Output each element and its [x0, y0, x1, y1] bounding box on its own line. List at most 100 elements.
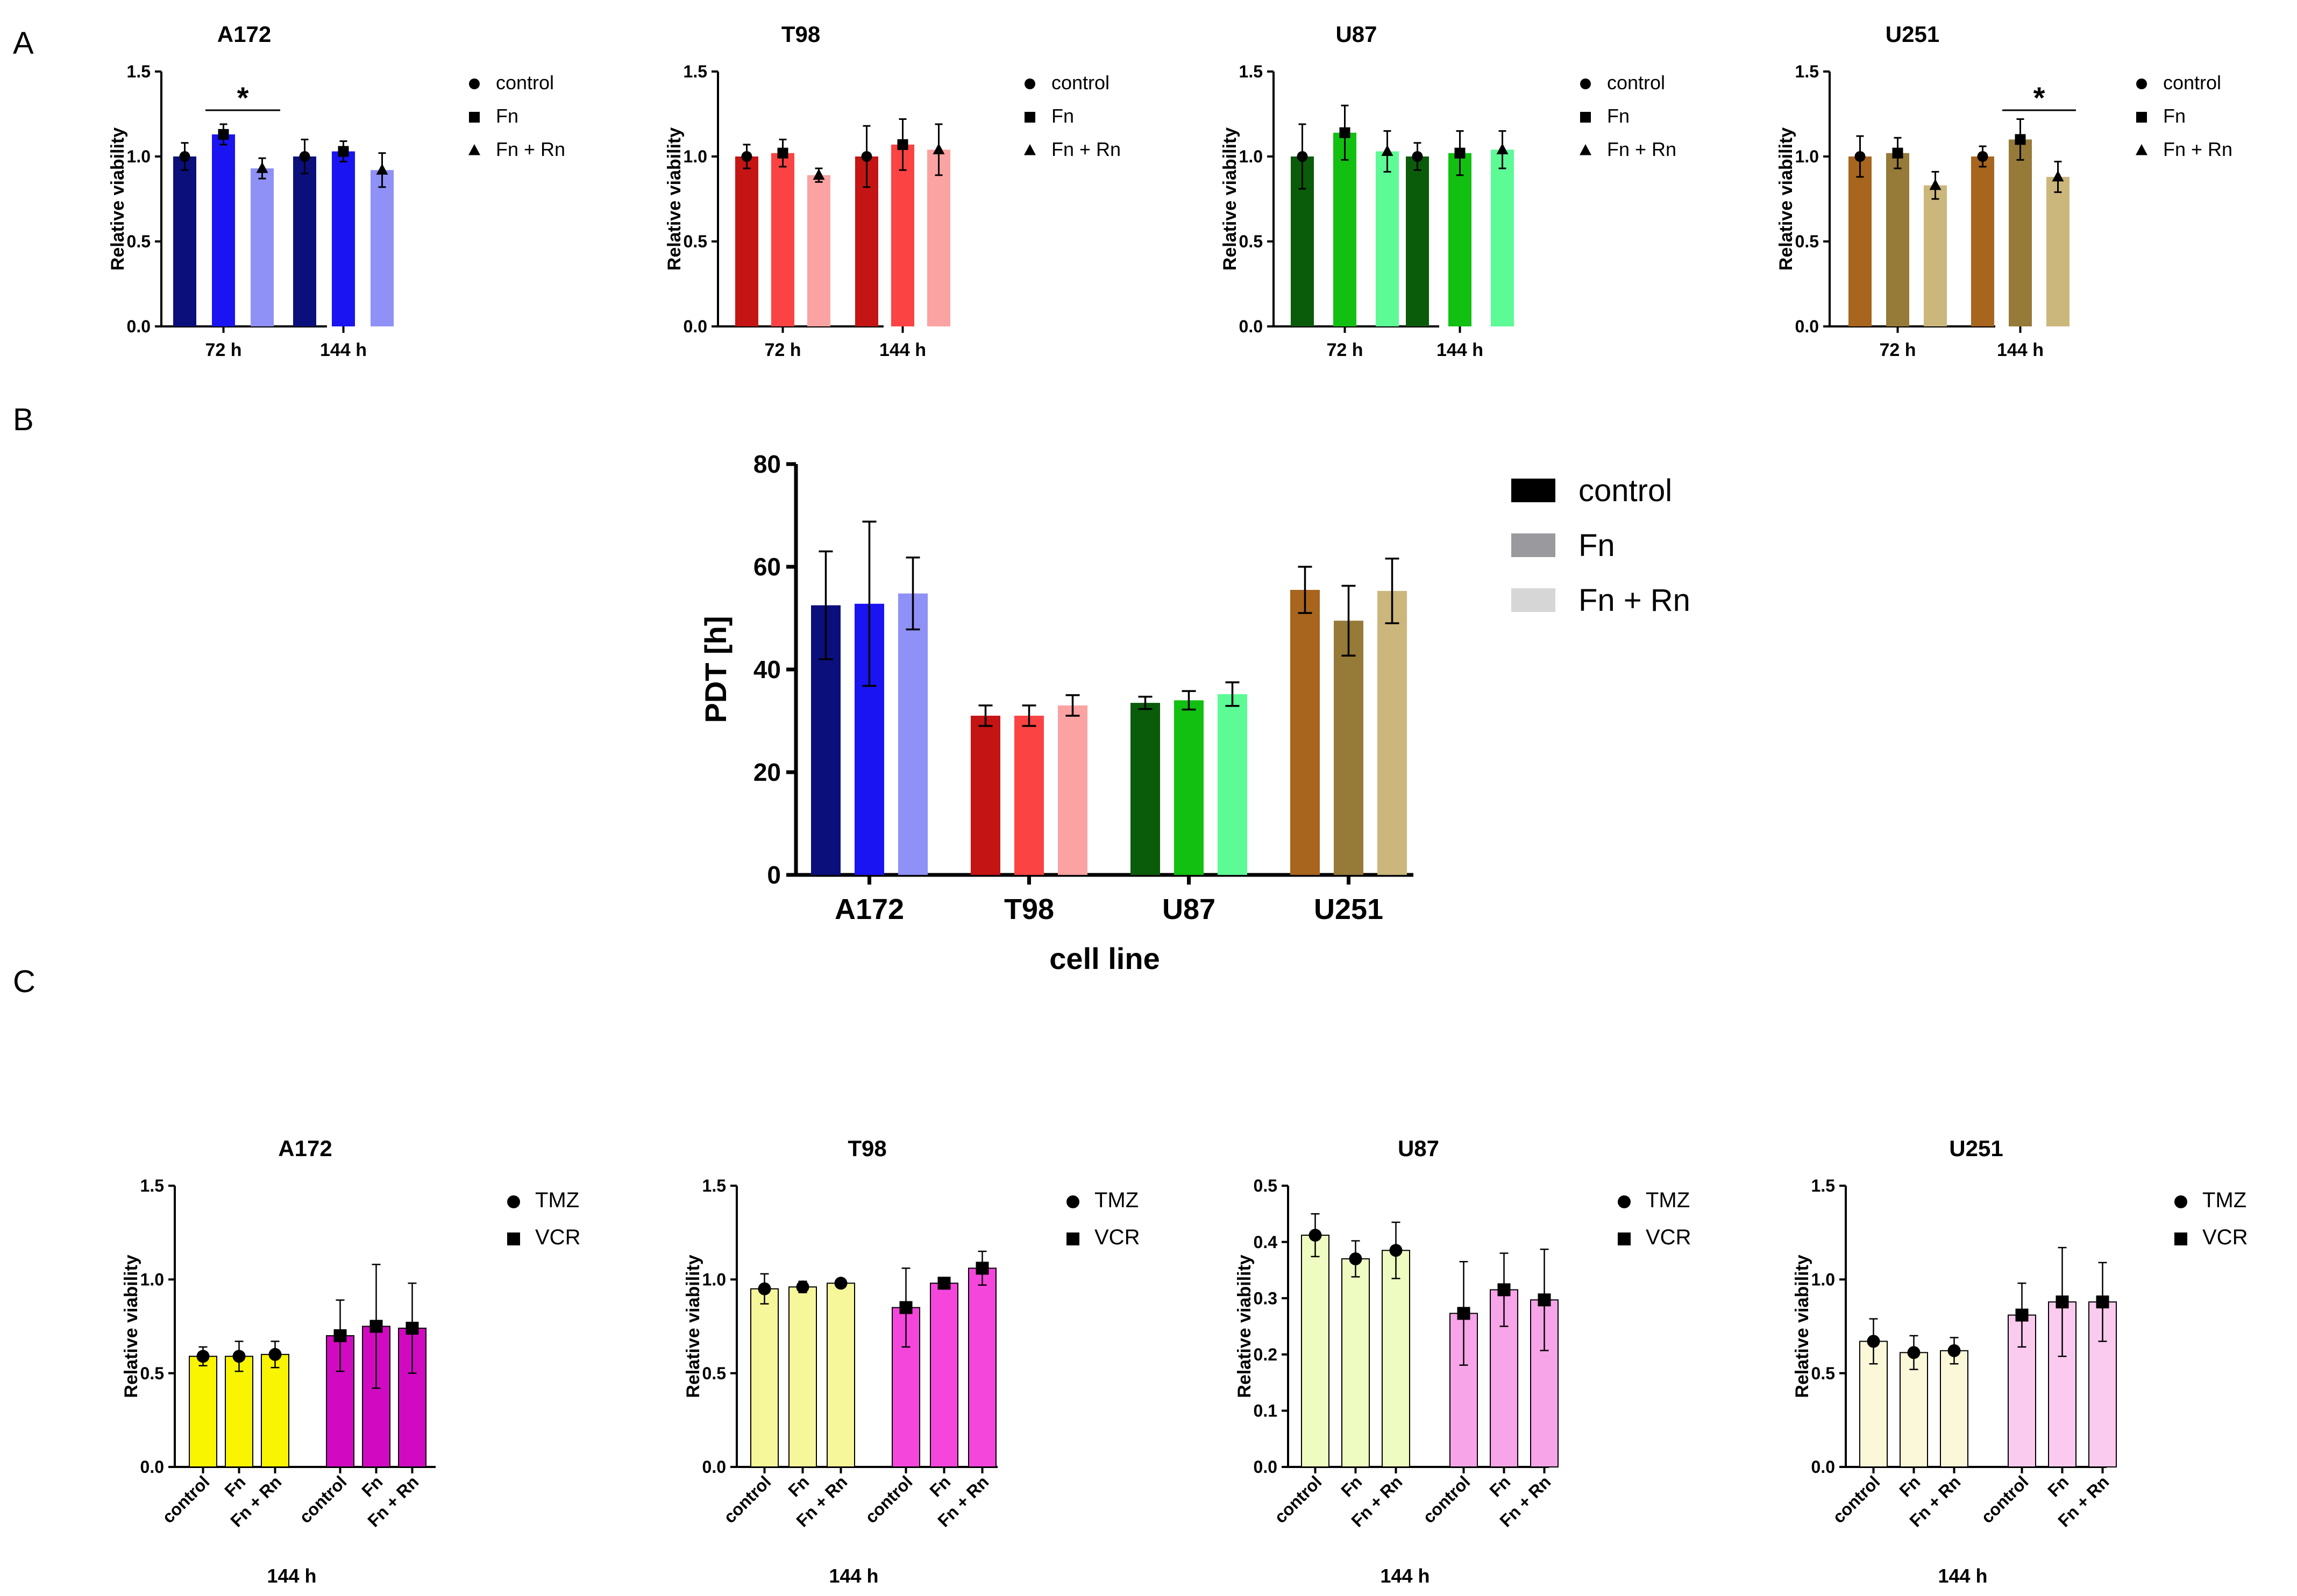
x-category-label: 72 h	[764, 340, 801, 360]
bar-fnrn	[898, 593, 928, 875]
data-point	[2056, 1295, 2069, 1309]
legend-label: Fn	[496, 105, 518, 127]
chart-c-u251: U251 0.0 0.5 1.0 1.5 Relative viability contro…	[1792, 1136, 2248, 1587]
bar-fn	[2009, 139, 2032, 326]
data-point	[406, 1321, 419, 1335]
bar-fnrn	[807, 175, 830, 326]
data-point	[179, 151, 190, 162]
data-point	[1297, 151, 1308, 162]
bar-fn	[771, 153, 794, 326]
x-axis-label: 144 h	[829, 1565, 878, 1587]
x-category-label: control	[1977, 1472, 2032, 1527]
legend-swatch	[1511, 588, 1555, 612]
x-category-label: U251	[1314, 893, 1383, 925]
legend-marker	[2174, 1232, 2187, 1245]
data-point	[777, 147, 788, 159]
data-point	[796, 1280, 809, 1294]
bar-vcr	[930, 1282, 958, 1467]
legend-marker	[1580, 144, 1591, 155]
x-category-label: control	[861, 1472, 916, 1527]
legend-label: Fn	[1051, 105, 1074, 127]
legend-marker	[1025, 112, 1035, 123]
bar-fnrn	[2046, 176, 2070, 326]
y-tick-label: 0.0	[1795, 317, 1819, 336]
x-category-label: control	[1270, 1472, 1325, 1527]
bar-control	[735, 156, 758, 326]
bar-control	[1290, 589, 1320, 875]
legend-marker	[2136, 79, 2147, 89]
legend-label: VCR	[2202, 1226, 2248, 1249]
y-tick-label: 0.5	[1239, 232, 1263, 251]
legend-label: Fn	[1607, 105, 1630, 127]
bar-fnrn	[1924, 185, 1947, 326]
x-category-label: control	[1419, 1472, 1474, 1527]
legend-marker	[1066, 1195, 1079, 1208]
data-point	[338, 146, 349, 157]
legend-label: Fn + Rn	[496, 138, 565, 160]
y-tick-label: 1.0	[140, 1270, 164, 1289]
x-category-label: 144 h	[320, 340, 367, 360]
data-point	[232, 1350, 246, 1363]
x-category-label: control	[158, 1472, 213, 1527]
chart-title: T98	[781, 22, 820, 47]
legend-marker	[507, 1232, 520, 1245]
y-tick-label: 1.5	[702, 1176, 726, 1195]
y-tick-label: 0.5	[1811, 1364, 1835, 1383]
data-point	[813, 168, 825, 180]
data-point	[758, 1282, 771, 1295]
data-point	[2015, 1308, 2029, 1322]
legend-marker	[1580, 112, 1591, 123]
y-tick-label: 1.0	[684, 147, 707, 166]
chart-c-t98: T98 0.0 0.5 1.0 1.5 Relative viability control…	[683, 1136, 1140, 1587]
legend-label: Fn	[2163, 105, 2186, 127]
bar-fn	[332, 151, 355, 326]
y-axis-label: Relative viability	[108, 127, 128, 271]
data-point	[897, 139, 908, 150]
legend-label: Fn	[1578, 528, 1615, 563]
y-tick-label: 0.2	[1254, 1345, 1277, 1364]
data-point	[741, 151, 752, 162]
bar-fn	[212, 134, 235, 327]
bar-fnrn	[927, 149, 950, 326]
legend-marker	[2136, 144, 2147, 155]
legend-marker	[468, 144, 480, 155]
y-tick-label: 0.0	[127, 317, 151, 336]
legend-label: Fn + Rn	[1578, 583, 1690, 618]
legend-marker	[1025, 79, 1035, 89]
x-category-label: Fn	[221, 1472, 249, 1500]
data-point	[1854, 151, 1866, 162]
bar-fn	[1334, 621, 1363, 875]
legend-label: TMZ	[2202, 1188, 2246, 1212]
x-category-label: 144 h	[879, 340, 926, 360]
data-point	[1538, 1293, 1551, 1307]
bar-tmz	[225, 1356, 253, 1467]
data-point	[1947, 1344, 1961, 1357]
y-tick-label: 1.0	[1811, 1270, 1835, 1289]
data-point	[1381, 145, 1393, 156]
chart-title: U251	[1949, 1136, 2003, 1161]
data-point	[976, 1262, 989, 1275]
bar-control	[1406, 156, 1429, 326]
bar-tmz	[750, 1288, 779, 1467]
legend-marker	[1618, 1232, 1631, 1245]
x-category-label: T98	[1004, 893, 1054, 925]
legend-label: control	[496, 72, 554, 94]
x-axis-label: 144 h	[1938, 1565, 1987, 1587]
y-tick-label: 0.1	[1254, 1401, 1277, 1421]
data-point	[933, 143, 945, 154]
data-point	[937, 1277, 951, 1290]
data-point	[861, 151, 872, 162]
y-tick-label: 0	[767, 861, 781, 889]
x-category-label: control	[1829, 1472, 1883, 1527]
y-tick-label: 80	[753, 450, 781, 478]
legend-marker	[2174, 1195, 2187, 1208]
x-axis-label: 144 h	[1380, 1565, 1430, 1587]
x-category-label: 72 h	[205, 340, 241, 360]
chart-a-t98: T98 0.0 0.5 1.0 1.5 Relative viability 72 h 144…	[664, 22, 1121, 360]
panel-label-a: A	[13, 26, 34, 61]
bar-tmz	[827, 1282, 855, 1467]
legend-label: control	[2163, 72, 2221, 94]
chart-title: U87	[1335, 22, 1377, 47]
bar-control	[1848, 156, 1872, 326]
legend-label: VCR	[1094, 1226, 1140, 1249]
